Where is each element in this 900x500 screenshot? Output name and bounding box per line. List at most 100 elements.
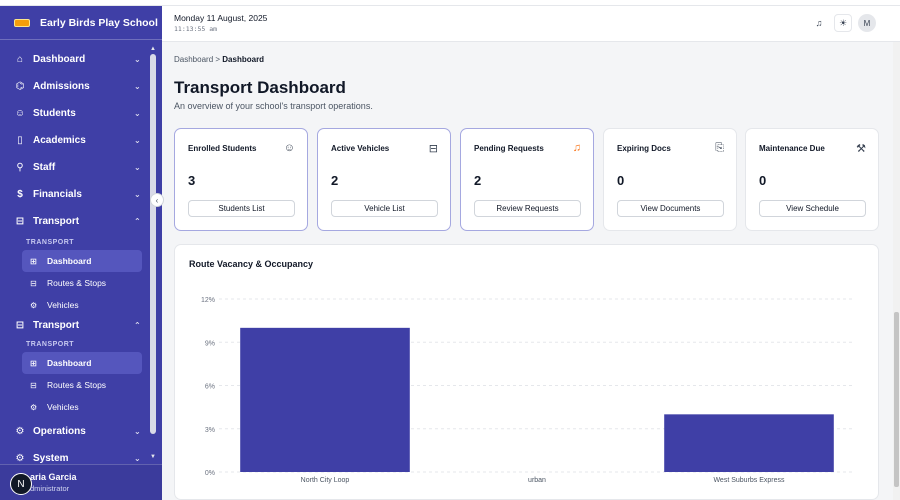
breadcrumb-parent[interactable]: Dashboard [174, 55, 214, 64]
header-avatar[interactable]: M [858, 14, 876, 32]
main-scroll-thumb[interactable] [894, 312, 899, 487]
breadcrumb-separator: > [215, 55, 221, 64]
vehicle-list-button[interactable]: Vehicle List [331, 200, 438, 217]
wrench-icon: ⚒ [856, 143, 866, 155]
chevron-down-icon: ⌄ [134, 427, 141, 436]
grid-icon: ⊞ [30, 256, 37, 266]
students-list-button[interactable]: Students List [188, 200, 295, 217]
brand[interactable]: Early Birds Play School [0, 6, 162, 40]
sidebar-item-students[interactable]: ☺ Students ⌄ [0, 100, 148, 127]
route-occupancy-chart: 0% 3% 6% 9% 12% North City Loop urban West Subu… [201, 297, 855, 484]
gear-icon: ⚙ [30, 300, 38, 310]
card-value: 0 [617, 173, 625, 188]
y-tick-label: 0% [205, 470, 215, 477]
collapse-sidebar-button[interactable]: ‹ [150, 193, 164, 207]
sidebar-item-label: Transport [33, 319, 80, 331]
sidebar-item-system[interactable]: ⚙ System ⌄ [0, 445, 148, 472]
sidebar-subitem-dashboard[interactable]: ⊞ Dashboard [22, 352, 142, 374]
sidebar-item-academics[interactable]: ▯ Academics ⌄ [0, 127, 148, 154]
card-title: Expiring Docs [617, 144, 671, 153]
view-schedule-button[interactable]: View Schedule [759, 200, 866, 217]
x-tick-label: West Suburbs Express [713, 477, 785, 484]
route-occupancy-chart-card: Route Vacancy & Occupancy 0% 3% 6% 9% 12% Nor… [174, 244, 879, 500]
brand-name: Early Birds Play School [40, 16, 158, 29]
logo-icon [14, 18, 30, 27]
sidebar-item-label: Admissions [33, 81, 90, 92]
sidebar-item-label: Operations [33, 426, 86, 437]
theme-toggle-icon[interactable]: ☀ [834, 14, 852, 32]
chevron-down-icon: ⌄ [134, 190, 141, 199]
sidebar-item-label: Academics [33, 135, 86, 146]
view-documents-button[interactable]: View Documents [617, 200, 724, 217]
sidebar-item-transport[interactable]: ⊟ Transport ⌃ [0, 208, 148, 235]
sidebar-item-label: Dashboard [33, 54, 86, 65]
breadcrumb: Dashboard > Dashboard [174, 55, 264, 64]
sidebar-subitem-label: Vehicles [47, 402, 79, 412]
sidebar-subitem-vehicles[interactable]: ⚙ Vehicles [22, 294, 142, 316]
user-role: dministrator [30, 484, 70, 493]
sidebar-scrollbar[interactable]: ▲ ▼ [149, 46, 157, 460]
chevron-up-icon: ⌃ [134, 217, 141, 226]
card-title: Pending Requests [474, 144, 544, 153]
sidebar-scroll-thumb[interactable] [150, 54, 156, 434]
sidebar-subitem-routes[interactable]: ⊟ Routes & Stops [22, 272, 142, 294]
scroll-down-arrow-icon[interactable]: ▼ [150, 454, 156, 460]
sidebar-item-admissions[interactable]: ⌬ Admissions ⌄ [0, 73, 148, 100]
sidebar-subitem-routes[interactable]: ⊟ Routes & Stops [22, 374, 142, 396]
user-name: aria Garcia [30, 472, 77, 482]
user-profile[interactable]: N aria Garcia dministrator [0, 464, 162, 500]
sidebar: Early Birds Play School ⌂ Dashboard ⌄ ⌬ … [0, 6, 162, 500]
review-requests-button[interactable]: Review Requests [474, 200, 581, 217]
bell-icon: ♫ [572, 142, 581, 154]
graduation-cap-icon: ⌬ [15, 81, 25, 92]
dollar-icon: $ [17, 189, 23, 200]
card-expiring-docs: Expiring Docs ⎘ 0 View Documents [603, 128, 737, 231]
avatar: N [10, 473, 32, 495]
main-scrollbar[interactable] [893, 42, 900, 500]
sidebar-item-staff[interactable]: ⚲ Staff ⌄ [0, 154, 148, 181]
sidebar-item-transport-repeat[interactable]: ⊟ Transport ⌃ [0, 316, 148, 334]
card-value: 2 [331, 173, 339, 188]
bus-icon: ⊟ [30, 278, 37, 288]
sidebar-item-financials[interactable]: $ Financials ⌄ [0, 181, 148, 208]
grid-icon: ⊞ [30, 358, 37, 368]
bus-icon: ⊟ [15, 319, 25, 331]
sidebar-subitem-label: Routes & Stops [47, 380, 107, 390]
sidebar-item-label: System [33, 453, 69, 464]
scroll-up-arrow-icon[interactable]: ▲ [150, 46, 156, 52]
sidebar-item-label: Staff [33, 162, 56, 173]
card-active-vehicles: Active Vehicles ⊟ 2 Vehicle List [317, 128, 451, 231]
bar [664, 414, 834, 472]
card-value: 3 [188, 173, 196, 188]
card-value: 0 [759, 173, 767, 188]
sidebar-subitem-label: Dashboard [47, 256, 92, 266]
nav-list: ⌂ Dashboard ⌄ ⌬ Admissions ⌄ ☺ Students … [0, 46, 148, 472]
card-value: 2 [474, 173, 482, 188]
x-tick-label: North City Loop [301, 477, 350, 484]
x-tick-label: urban [528, 477, 546, 484]
sidebar-item-label: Financials [33, 189, 82, 200]
header-date: Monday 11 August, 2025 [174, 13, 268, 23]
sidebar-item-dashboard[interactable]: ⌂ Dashboard ⌄ [0, 46, 148, 73]
page-subtitle: An overview of your school's transport o… [174, 101, 373, 111]
sidebar-item-operations[interactable]: ⚙ Operations ⌄ [0, 418, 148, 445]
y-tick-label: 6% [205, 384, 215, 391]
bell-icon[interactable]: ♫ [815, 18, 823, 28]
bus-icon: ⊟ [30, 380, 37, 390]
sidebar-subitem-vehicles[interactable]: ⚙ Vehicles [22, 396, 142, 418]
sidebar-item-label: Students [33, 108, 76, 119]
y-tick-label: 3% [205, 427, 215, 434]
card-title: Active Vehicles [331, 144, 390, 153]
gear-icon: ⚙ [15, 453, 25, 464]
gear-icon: ⚙ [30, 402, 38, 412]
book-icon: ▯ [17, 135, 23, 146]
header-time: 11:13:55 am [174, 25, 218, 33]
staff-icon: ⚲ [16, 162, 24, 173]
users-icon: ☺ [14, 108, 26, 119]
sidebar-subitem-label: Dashboard [47, 358, 92, 368]
top-strip [0, 0, 900, 6]
sidebar-subitem-dashboard[interactable]: ⊞ Dashboard [22, 250, 142, 272]
card-title: Enrolled Students [188, 144, 257, 153]
chevron-down-icon: ⌄ [134, 82, 141, 91]
section-label-transport: TRANSPORT [26, 239, 75, 246]
